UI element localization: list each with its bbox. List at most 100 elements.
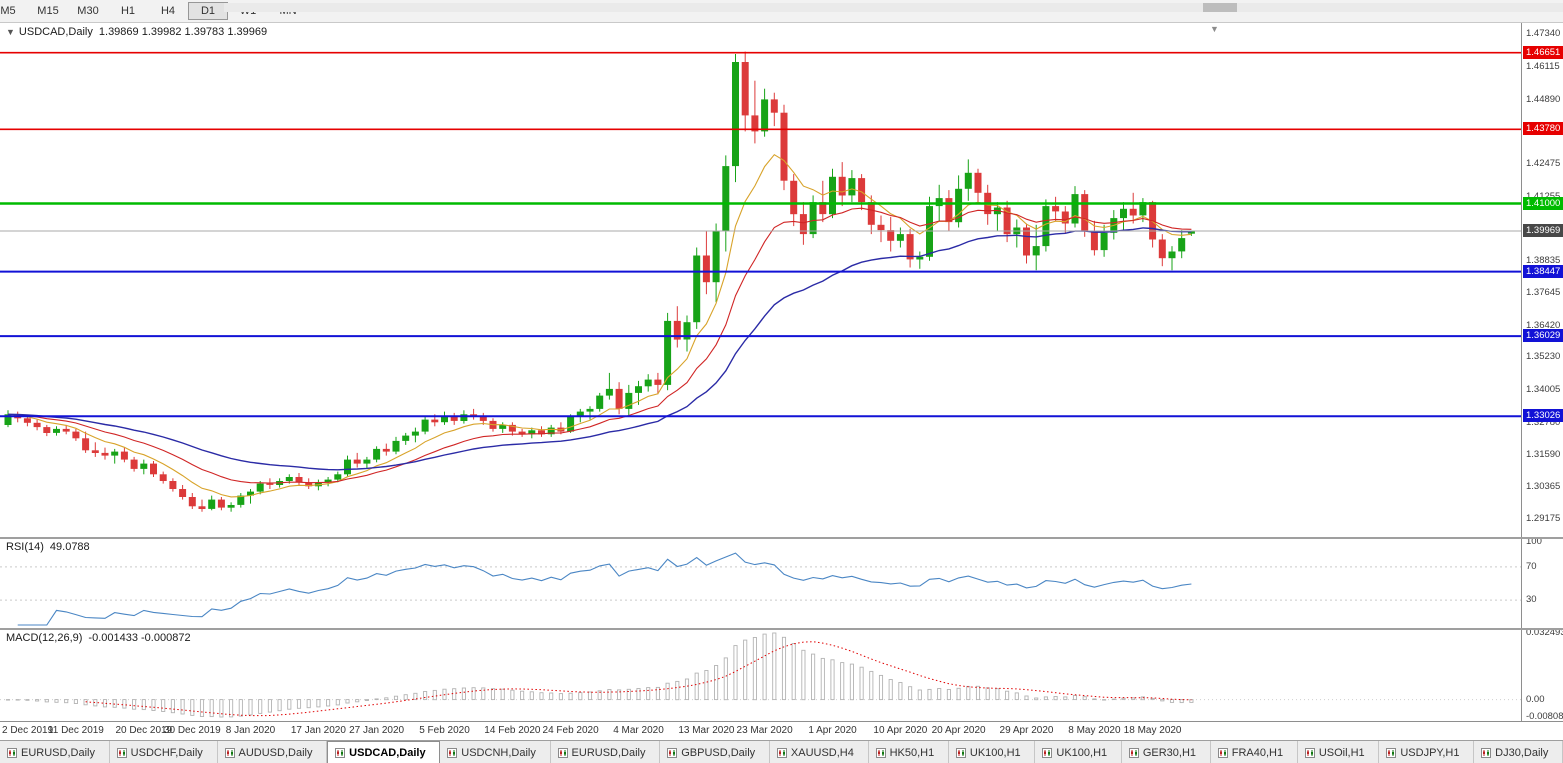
time-axis-label: 27 Jan 2020 (349, 725, 405, 736)
price-level-badge: 1.46651 (1523, 45, 1563, 59)
timeframe-button-m15[interactable]: M15 (37, 5, 59, 17)
mini-chart-icon (1386, 747, 1397, 758)
panel-separator[interactable] (0, 537, 1563, 539)
chart-tab-label: USDCNH,Daily (461, 746, 536, 759)
mini-chart-icon (875, 747, 886, 758)
price-level-badge: 1.38447 (1523, 264, 1563, 278)
axis-tick-label: 100 (1526, 536, 1542, 547)
axis-tick-label: 1.44890 (1526, 93, 1561, 105)
axis-tick-label: 1.32780 (1526, 416, 1561, 428)
time-axis-label: 8 Jan 2020 (225, 725, 276, 736)
time-axis-label: 23 Mar 2020 (736, 725, 793, 736)
chart-horizontal-scrollbar[interactable] (224, 3, 1563, 12)
rsi-value-label: 49.0788 (49, 541, 90, 553)
chart-tab-XAUUSD,H4[interactable]: XAUUSD,H4 (770, 741, 869, 763)
price-chart-panel[interactable]: ▼ USDCAD,Daily 1.39869 1.39982 1.39783 1.3… (0, 22, 1521, 537)
axis-tick-label: -0.00808 (1526, 711, 1563, 722)
chart-tab-GBPUSD,Daily[interactable]: GBPUSD,Daily (660, 741, 770, 763)
axis-tick-label: 0.032493 (1526, 627, 1563, 638)
chart-tab-DJ30,Daily[interactable]: DJ30,Daily (1474, 741, 1563, 763)
chart-tab-label: AUDUSD,Daily (238, 746, 313, 759)
mini-chart-icon (116, 747, 127, 758)
time-axis-label: 13 Mar 2020 (678, 725, 735, 736)
chart-tab-USDCNH,Daily[interactable]: USDCNH,Daily (440, 741, 551, 763)
axis-tick-label: 0.00 (1526, 693, 1545, 705)
macd-signal-line (85, 641, 1192, 717)
axis-tick-label: 1.34005 (1526, 384, 1561, 396)
time-axis-label: 24 Feb 2020 (542, 725, 599, 736)
axis-tick-label: 70 (1526, 560, 1537, 572)
chart-tab-label: DJ30,Daily (1495, 746, 1549, 759)
mini-chart-icon (1128, 747, 1139, 758)
symbol-period-label: USDCAD,Daily (18, 26, 93, 38)
mini-chart-icon (1217, 747, 1228, 758)
chart-tab-AUDUSD,Daily[interactable]: AUDUSD,Daily (218, 741, 328, 763)
chart-tab-USDJPY,H1[interactable]: USDJPY,H1 (1379, 741, 1475, 763)
axis-tick-label: 1.35230 (1526, 351, 1561, 363)
axis-tick-label: 1.31590 (1526, 448, 1561, 460)
timeframe-button-m30[interactable]: M30 (77, 5, 99, 17)
chart-tab-HK50,H1[interactable]: HK50,H1 (869, 741, 949, 763)
time-axis-label: 20 Dec 2019 (115, 725, 173, 736)
time-axis-label: 17 Jan 2020 (290, 725, 346, 736)
axis-tick-label: 30 (1526, 594, 1537, 606)
rsi-indicator-panel[interactable]: RSI(14) 49.0788 (0, 539, 1521, 628)
ohlc-values: 1.39869 1.39982 1.39783 1.39969 (98, 26, 268, 38)
chart-tab-UK100,H1[interactable]: UK100,H1 (1035, 741, 1122, 763)
time-axis-label: 2 Dec 2019 (2, 725, 54, 736)
chart-shift-marker-icon[interactable]: ▼ (1210, 24, 1219, 34)
macd-caption: MACD(12,26,9) -0.001433 -0.000872 (6, 632, 191, 644)
axis-tick-label: 1.46115 (1526, 61, 1560, 72)
rsi-line (17, 552, 1192, 626)
chart-tab-UK100,H1[interactable]: UK100,H1 (949, 741, 1036, 763)
price-axis: 1.47340 1.46115 1.44890 1.42475 1.41255 1.388… (1521, 22, 1563, 722)
macd-canvas[interactable] (0, 630, 1521, 721)
time-axis-label: 11 Dec 2019 (47, 725, 104, 736)
chart-tab-label: FRA40,H1 (1231, 746, 1284, 759)
axis-tick-label: 1.42475 (1526, 158, 1561, 170)
timeframe-button-m5[interactable]: M5 (0, 5, 16, 17)
chart-tab-EURUSD,Daily[interactable]: EURUSD,Daily (551, 741, 661, 763)
macd-indicator-panel[interactable]: MACD(12,26,9) -0.001433 -0.000872 (0, 630, 1521, 721)
chart-caption: ▼ USDCAD,Daily 1.39869 1.39982 1.39783 1.3… (6, 26, 267, 38)
chart-tab-GER30,H1[interactable]: GER30,H1 (1122, 741, 1211, 763)
chart-tab-label: GBPUSD,Daily (681, 746, 756, 759)
price-level-badge: 1.33026 (1523, 409, 1563, 423)
chart-tab-USOil,H1[interactable]: USOil,H1 (1298, 741, 1380, 763)
chart-tab-label: USDCHF,Daily (130, 746, 203, 759)
ma-35-line (7, 227, 1192, 471)
chart-tab-EURUSD,Daily[interactable]: EURUSD,Daily (0, 741, 110, 763)
price-level-badge: 1.43780 (1523, 122, 1563, 136)
timeframe-button-h1[interactable]: H1 (120, 5, 136, 17)
ohlc-collapse-icon[interactable]: ▼ (6, 27, 15, 37)
rsi-canvas[interactable] (0, 539, 1521, 628)
ma-17-line (7, 207, 1192, 484)
chart-tab-USDCHF,Daily[interactable]: USDCHF,Daily (110, 741, 218, 763)
scrollbar-thumb[interactable] (1203, 3, 1237, 12)
time-axis-label: 4 Mar 2020 (613, 725, 664, 736)
chart-tab-label: GER30,H1 (1142, 746, 1197, 759)
axis-tick-label: 1.37645 (1526, 287, 1561, 298)
timeframe-toolbar: M5M15M30H1H4D1W1MN (0, 0, 1563, 23)
chart-tab-label: EURUSD,Daily (571, 746, 646, 759)
time-axis-label: 14 Feb 2020 (484, 725, 541, 736)
macd-name-label: MACD(12,26,9) (6, 632, 83, 644)
panel-separator[interactable] (0, 628, 1563, 630)
price-level-badge: 1.36029 (1523, 329, 1563, 343)
price-chart-canvas[interactable] (0, 22, 1521, 537)
ma-8-line (7, 153, 1192, 498)
macd-values-label: -0.001433 -0.000872 (88, 632, 191, 644)
axis-separator (0, 721, 1563, 722)
time-axis-label: 1 Apr 2020 (808, 725, 857, 736)
time-axis: 2 Dec 2019 11 Dec 2019 20 Dec 2019 30 Dec 2… (0, 722, 1563, 740)
chart-tab-USDCAD,Daily[interactable]: USDCAD,Daily (327, 741, 441, 763)
chart-tab-FRA40,H1[interactable]: FRA40,H1 (1211, 741, 1298, 763)
mini-chart-icon (776, 747, 787, 758)
timeframe-button-h4[interactable]: H4 (160, 5, 176, 17)
timeframe-button-d1[interactable]: D1 (188, 2, 228, 20)
rsi-caption: RSI(14) 49.0788 (6, 541, 90, 553)
mini-chart-icon (224, 747, 235, 758)
mini-chart-icon (335, 748, 346, 758)
time-axis-label: 8 May 2020 (1068, 725, 1121, 736)
time-axis-label: 30 Dec 2019 (163, 725, 221, 736)
